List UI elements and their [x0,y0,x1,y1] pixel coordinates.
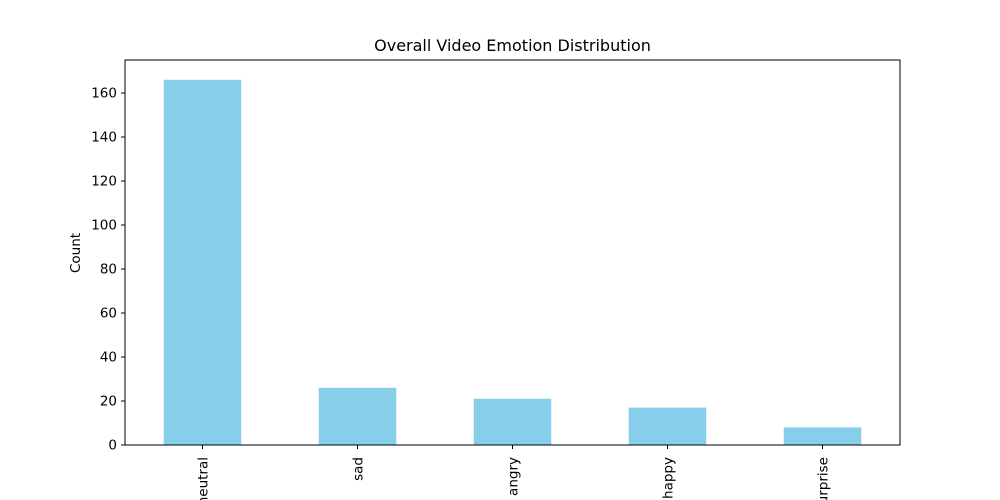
x-tick-label-neutral: neutral [196,457,212,500]
x-tick-label-angry: angry [506,457,522,496]
y-tick-label-40: 40 [100,350,117,366]
bar-angry [473,398,552,445]
y-tick-label-140: 140 [91,130,117,146]
y-tick-label-20: 20 [100,394,117,410]
y-axis-label: Count [68,233,84,273]
y-tick-label-100: 100 [91,218,117,234]
bar-happy [628,407,707,445]
chart-title: Overall Video Emotion Distribution [374,36,651,55]
x-tick-label-sad: sad [351,457,367,481]
bar-sad [318,387,397,445]
bar-neutral [163,79,242,446]
y-tick-label-120: 120 [91,174,117,190]
x-tick-label-surprise: surprise [816,457,832,500]
plot-area: 0 20 40 60 80 100 120 140 160 neutral sad angry happ… [91,59,901,500]
y-tick-label-60: 60 [100,306,117,322]
bar-surprise [783,427,862,445]
x-tick-label-happy: happy [661,457,677,499]
y-tick-label-0: 0 [108,438,117,454]
y-tick-label-160: 160 [91,86,117,102]
y-tick-label-80: 80 [100,262,117,278]
